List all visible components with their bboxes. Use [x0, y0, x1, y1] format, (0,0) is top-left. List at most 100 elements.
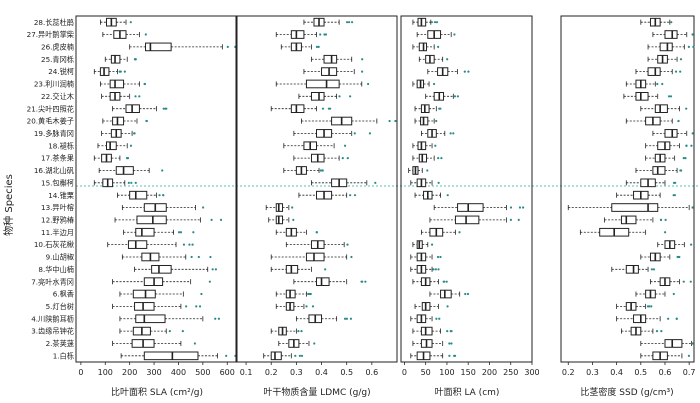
iqr-box	[657, 141, 671, 151]
outlier-point	[437, 268, 440, 271]
outlier-point	[518, 206, 522, 209]
iqr-box	[115, 166, 134, 175]
outlier-point	[353, 194, 357, 197]
outlier-point	[434, 144, 437, 147]
box-26	[412, 42, 440, 52]
outlier-point	[650, 268, 653, 271]
outlier-point	[446, 194, 449, 197]
species-label: 9.山胡椒	[46, 253, 74, 262]
outlier-point	[200, 292, 203, 296]
box-7	[293, 277, 367, 287]
outlier-point	[129, 21, 132, 24]
iqr-box	[145, 42, 172, 52]
outlier-point	[191, 243, 194, 246]
iqr-box	[316, 277, 330, 287]
outlier-point	[347, 21, 351, 24]
outlier-point	[193, 342, 197, 345]
panel-sla: 0 100 200 300 400 500 600	[75, 15, 238, 377]
outlier-point	[308, 292, 311, 296]
box-17	[93, 153, 130, 163]
outlier-point	[677, 255, 680, 259]
x-axis-title-la: 叶面积 LA (cm)	[435, 386, 500, 398]
outlier-point	[361, 58, 364, 61]
outlier-point	[161, 169, 164, 172]
outlier-point	[315, 45, 319, 48]
box-2	[278, 339, 316, 348]
iqr-box	[625, 264, 639, 274]
box-26	[129, 42, 237, 52]
species-label: 3.齿缘吊钟花	[31, 327, 74, 336]
outlier-point	[659, 218, 663, 221]
outlier-point	[435, 21, 439, 24]
box-16	[408, 166, 429, 175]
outlier-point	[143, 82, 146, 86]
outlier-point	[522, 206, 525, 209]
outlier-point	[464, 292, 467, 296]
box-24	[635, 67, 682, 76]
x-tick-label: 50	[421, 368, 431, 377]
outlier-point	[133, 132, 136, 135]
outlier-point	[300, 330, 303, 333]
outlier-point	[313, 342, 316, 345]
iqr-box	[305, 252, 325, 262]
iqr-box	[664, 339, 683, 348]
box-24	[93, 67, 126, 76]
box-19	[293, 129, 372, 138]
x-tick-label: 0.5	[340, 368, 353, 377]
box-4	[295, 314, 353, 324]
box-2	[412, 339, 453, 348]
species-label: 11.半边月	[41, 228, 74, 237]
iqr-box	[620, 215, 637, 225]
outlier-point	[188, 243, 191, 246]
outlier-point	[453, 33, 456, 36]
outlier-point	[437, 157, 440, 160]
species-label: 8.华中山楠	[38, 265, 74, 274]
box-26	[280, 42, 320, 52]
outlier-point	[661, 82, 664, 86]
box-4	[616, 314, 678, 324]
iqr-box	[664, 129, 678, 138]
outlier-point	[667, 317, 670, 320]
outlier-point	[656, 82, 659, 86]
box-10	[285, 240, 349, 249]
box-20	[414, 116, 438, 126]
x-tick-label: 100	[439, 368, 454, 377]
species-label: 17.茶条果	[41, 154, 74, 163]
box-18	[645, 141, 693, 151]
outlier-point	[446, 330, 449, 333]
box-13	[121, 203, 205, 212]
outlier-point	[674, 181, 677, 184]
outlier-point	[292, 218, 295, 221]
box-8	[270, 264, 327, 274]
x-tick-label: 600	[220, 368, 235, 377]
iqr-box	[305, 79, 340, 89]
outlier-point	[692, 45, 695, 48]
box-10	[412, 240, 434, 249]
iqr-box	[105, 141, 117, 151]
box-8	[134, 264, 217, 274]
x-tick-label: 200	[482, 368, 497, 377]
x-tick-label: 0.1	[240, 368, 253, 377]
outlier-point	[138, 95, 141, 98]
species-label: 24.锐柯	[48, 67, 74, 76]
species-label: 13.异叶榕	[41, 203, 74, 212]
box-7	[112, 277, 211, 287]
box-14	[616, 190, 677, 200]
x-tick-label: 0	[402, 368, 407, 377]
outlier-point	[144, 33, 147, 36]
species-label: 28.长蕊杜鹃	[34, 18, 74, 27]
outlier-point	[202, 206, 205, 209]
species-label: 18.褪栎	[48, 141, 74, 150]
outlier-point	[327, 107, 330, 110]
box-6	[275, 289, 312, 299]
iqr-box	[440, 289, 452, 299]
species-label: 5.灯台树	[46, 302, 74, 311]
outlier-point	[453, 95, 457, 98]
outlier-point	[667, 95, 671, 98]
outlier-point	[648, 305, 651, 308]
outlier-point	[660, 330, 663, 333]
outlier-point	[341, 157, 344, 160]
species-label: 27.异叶鹅掌柴	[27, 30, 74, 39]
outlier-point	[323, 33, 326, 36]
